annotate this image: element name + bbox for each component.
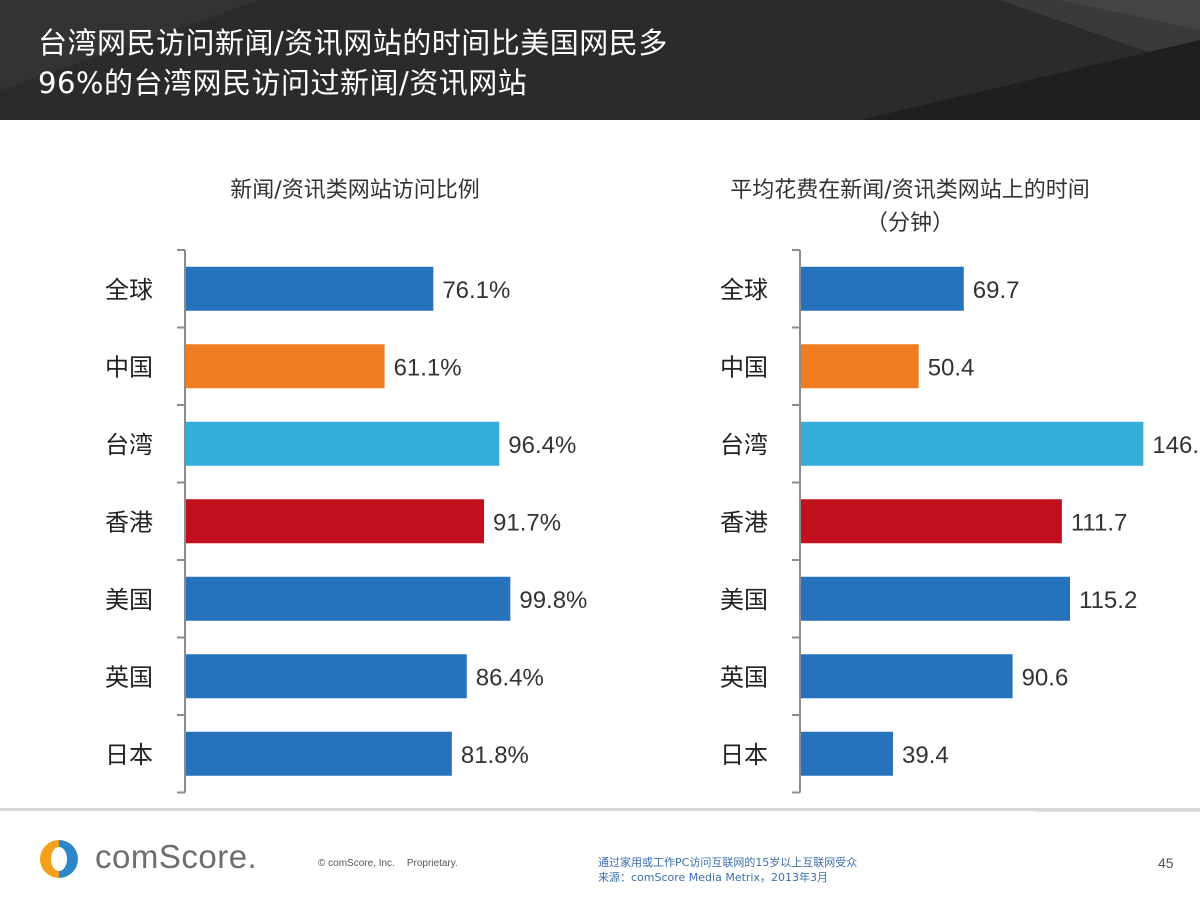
copyright-text: © comScore, Inc. xyxy=(318,858,395,869)
data-label: 76.1% xyxy=(442,277,510,304)
data-label: 39.4 xyxy=(902,742,949,769)
category-label: 香港 xyxy=(105,509,153,536)
page-number: 45 xyxy=(1158,855,1174,871)
bar xyxy=(801,266,964,311)
data-label: 86.4% xyxy=(476,664,544,691)
bar xyxy=(186,654,467,699)
bar xyxy=(801,654,1013,699)
header-decoration xyxy=(0,0,1200,120)
bar xyxy=(186,731,452,776)
bar xyxy=(186,344,385,389)
bar xyxy=(801,499,1062,544)
footer-divider xyxy=(0,808,1200,811)
data-label: 111.7 xyxy=(1071,509,1128,536)
slide-title-line2: 96%的台湾网民访问过新闻/资讯网站 xyxy=(38,66,528,100)
bar xyxy=(186,576,511,621)
bar xyxy=(801,731,894,776)
chart-1-title: 新闻/资讯类网站访问比例 xyxy=(230,178,480,203)
data-label: 91.7% xyxy=(493,509,561,536)
category-label: 美国 xyxy=(720,587,768,614)
bar xyxy=(801,576,1071,621)
slide-title-line1: 台湾网民访问新闻/资讯网站的时间比美国网民多 xyxy=(38,26,668,60)
bar xyxy=(186,499,485,544)
bar xyxy=(186,421,500,466)
data-label: 50.4 xyxy=(928,354,975,381)
data-label: 69.7 xyxy=(973,277,1020,304)
category-label: 香港 xyxy=(720,509,768,536)
slide-header: 台湾网民访问新闻/资讯网站的时间比美国网民多 96%的台湾网民访问过新闻/资讯网… xyxy=(0,0,1200,120)
category-label: 台湾 xyxy=(105,432,153,459)
proprietary-text: Proprietary. xyxy=(406,858,458,869)
data-label: 115.2 xyxy=(1079,587,1137,614)
category-label: 中国 xyxy=(720,354,768,381)
category-label: 日本 xyxy=(105,742,153,769)
comscore-logo-icon xyxy=(40,840,78,878)
data-label: 99.8% xyxy=(519,587,587,614)
footer-divider-accent xyxy=(1035,811,1200,812)
bar xyxy=(801,421,1144,466)
chart-2-avg-minutes: 全球 69.7 中国 50.4 台湾 146.6 香港 111.7 美国 115.2 英国 90.6 日… xyxy=(720,249,1200,794)
category-label: 日本 xyxy=(720,742,768,769)
category-label: 全球 xyxy=(105,277,153,304)
source-note-audience: 通过家用或工作PC访问互联网的15岁以上互联网受众 xyxy=(598,856,858,869)
source-note: 通过家用或工作PC访问互联网的15岁以上互联网受众 来源：comScore Me… xyxy=(598,855,857,885)
category-label: 台湾 xyxy=(720,432,768,459)
category-label: 英国 xyxy=(105,664,153,691)
category-label: 英国 xyxy=(720,664,768,691)
chart-2-subtitle: （分钟） xyxy=(865,211,954,236)
data-label: 96.4% xyxy=(508,432,576,459)
data-label: 146.6 xyxy=(1152,432,1200,459)
chart-2-title: 平均花费在新闻/资讯类网站上的时间 xyxy=(730,178,1090,203)
category-label: 中国 xyxy=(105,354,153,381)
category-label: 全球 xyxy=(720,277,768,304)
chart-1-visit-ratio: 全球 76.1% 中国 61.1% 台湾 96.4% 香港 91.7% 美国 99.8% 英国 86.… xyxy=(105,249,587,794)
category-label: 美国 xyxy=(105,587,153,614)
data-label: 81.8% xyxy=(461,742,529,769)
source-note-source: 来源：comScore Media Metrix，2013年3月 xyxy=(598,871,828,884)
copyright-notice: © comScore, Inc. Proprietary. xyxy=(318,858,470,869)
bar xyxy=(801,344,919,389)
comscore-logo-text: comScore. xyxy=(95,838,258,875)
bar xyxy=(186,266,434,311)
data-label: 90.6 xyxy=(1022,664,1069,691)
data-label: 61.1% xyxy=(394,354,462,381)
